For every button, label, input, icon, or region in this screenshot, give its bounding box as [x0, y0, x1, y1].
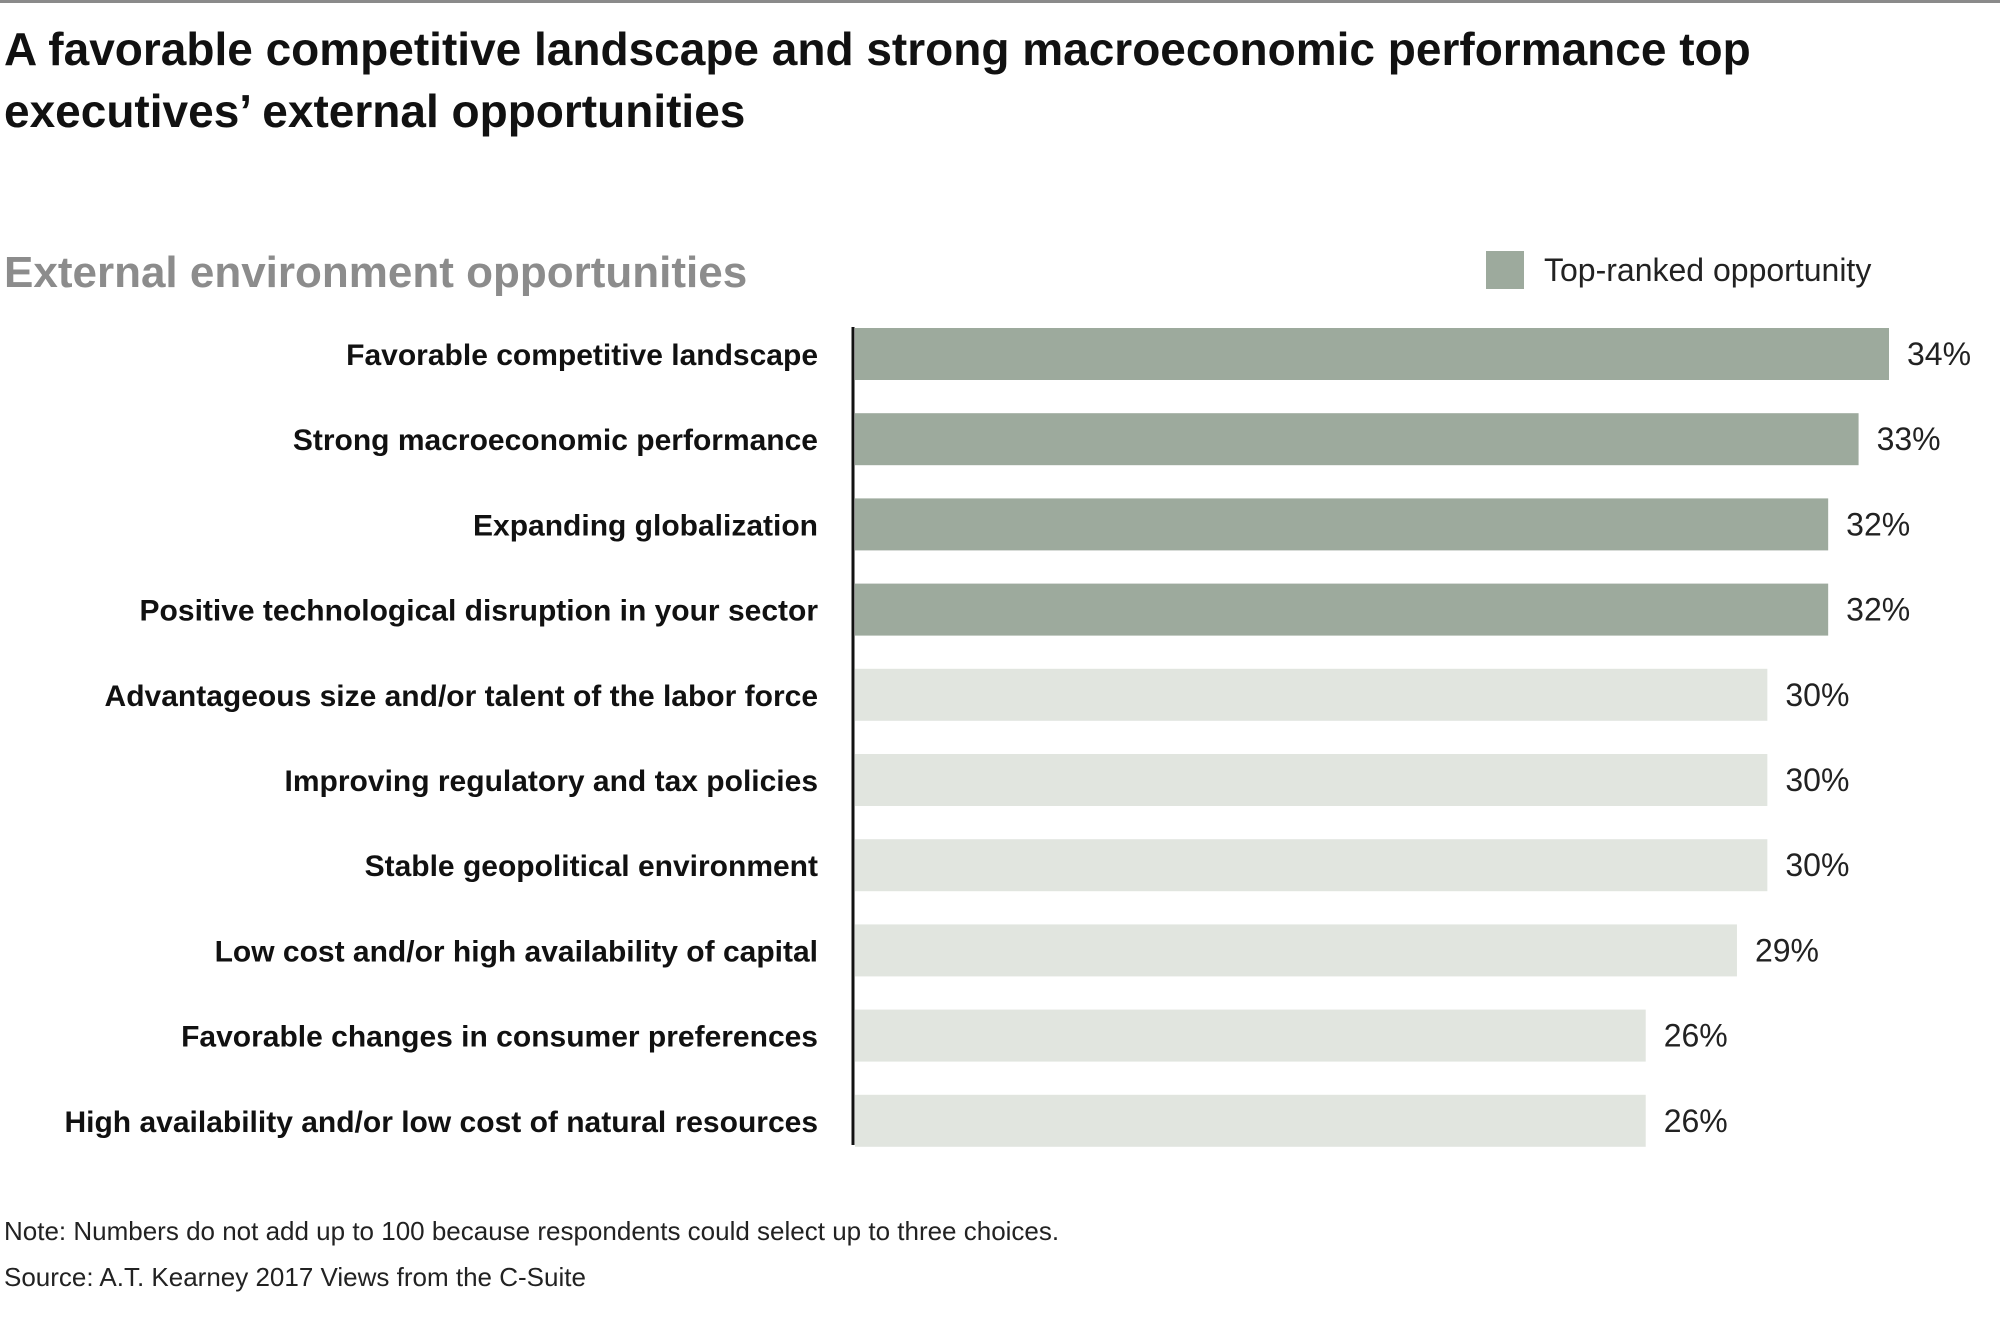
legend-label: Top-ranked opportunity	[1544, 251, 1872, 288]
bar-10	[855, 1094, 1646, 1147]
bar-chart: Favorable competitive landscape 34% Strong…	[64, 327, 1971, 1147]
value-label-4: 32%	[1846, 592, 1910, 628]
category-label-3: Expanding globalization	[473, 509, 818, 542]
value-label-8: 29%	[1755, 932, 1819, 968]
footnote: Note: Numbers do not add up to 100 becau…	[4, 1216, 1060, 1246]
bars-layer: Favorable competitive landscape 34% Strong…	[64, 328, 1971, 1147]
bar-3	[855, 498, 1829, 551]
bar-2	[855, 413, 1859, 466]
value-label-2: 33%	[1877, 421, 1941, 457]
value-label-1: 34%	[1907, 336, 1971, 372]
category-label-10: High availability and/or low cost of nat…	[64, 1106, 818, 1139]
category-label-9: Favorable changes in consumer preference…	[181, 1021, 818, 1054]
category-label-2: Strong macroeconomic performance	[293, 424, 818, 457]
category-label-6: Improving regulatory and tax policies	[285, 765, 818, 798]
value-label-6: 30%	[1785, 762, 1849, 798]
bar-8	[855, 924, 1737, 977]
bar-5	[855, 668, 1768, 721]
top-rule	[0, 0, 2000, 3]
value-label-3: 32%	[1846, 506, 1910, 542]
page-title: A favorable competitive landscape and st…	[4, 23, 1751, 137]
bar-1	[855, 328, 1889, 380]
category-label-1: Favorable competitive landscape	[346, 339, 818, 372]
category-label-7: Stable geopolitical environment	[365, 850, 818, 883]
legend-swatch	[1486, 251, 1524, 289]
category-label-4: Positive technological disruption in you…	[140, 595, 819, 628]
value-label-10: 26%	[1664, 1103, 1728, 1139]
category-label-8: Low cost and/or high availability of cap…	[215, 935, 818, 968]
value-label-7: 30%	[1785, 847, 1849, 883]
value-label-5: 30%	[1785, 677, 1849, 713]
bar-4	[855, 583, 1829, 636]
chart-legend: Top-ranked opportunity	[1486, 251, 1871, 289]
value-label-9: 26%	[1664, 1018, 1728, 1054]
chart-title: External environment opportunities	[4, 248, 748, 297]
category-label-5: Advantageous size and/or talent of the l…	[105, 680, 818, 713]
source-line: Source: A.T. Kearney 2017 Views from the…	[4, 1262, 586, 1292]
bar-7	[855, 839, 1768, 892]
bar-6	[855, 754, 1768, 806]
bar-9	[855, 1009, 1646, 1062]
